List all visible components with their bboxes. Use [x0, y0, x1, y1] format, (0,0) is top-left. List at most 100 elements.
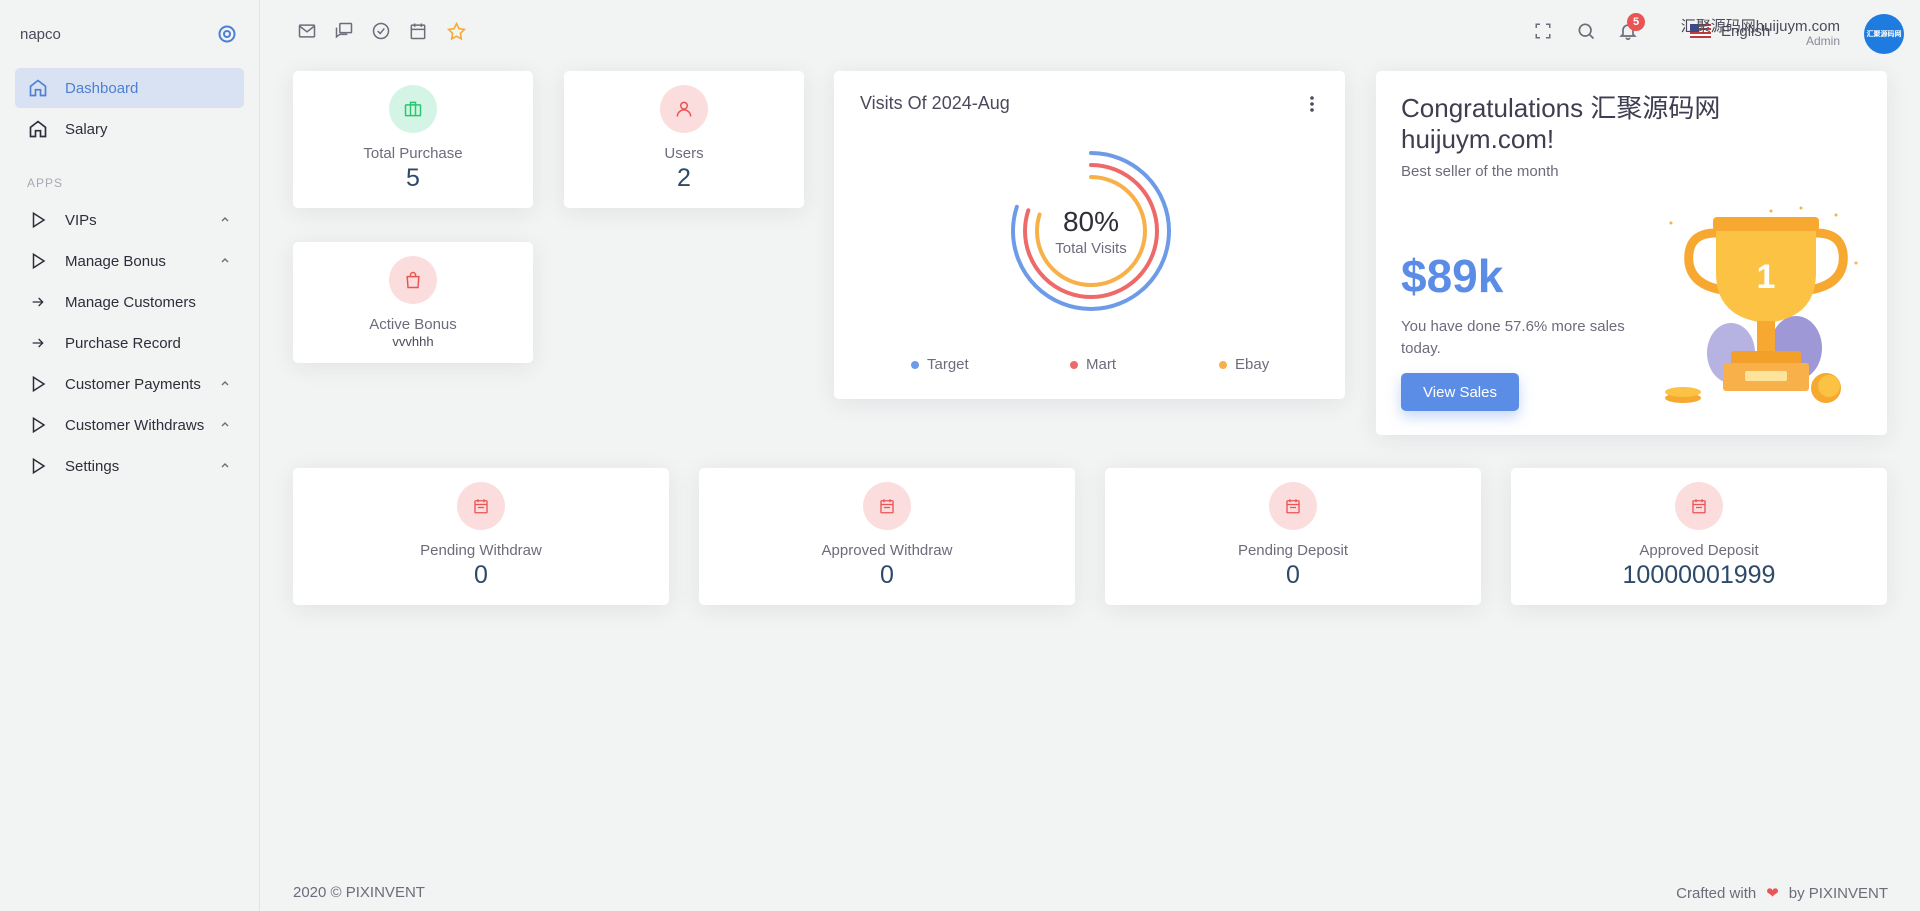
sidebar-item-label: Customer Withdraws: [65, 416, 205, 434]
play-icon: [27, 209, 49, 231]
fullscreen-icon[interactable]: [1532, 20, 1554, 42]
brand-name[interactable]: napco: [20, 26, 61, 43]
legend-dot: [911, 360, 919, 369]
stat-title: Pending Withdraw: [420, 542, 542, 559]
calendar-icon: [1675, 482, 1723, 530]
stat-title: Active Bonus: [369, 316, 457, 333]
sidebar: napco Dashboard Salary APPS VIPs Manage …: [0, 0, 260, 911]
check-circle-icon[interactable]: [370, 20, 392, 42]
sidebar-item-label: Salary: [65, 120, 108, 138]
sales-amount: $89k: [1401, 250, 1504, 302]
congrats-text: You have done 57.6% more sales today.: [1401, 318, 1625, 357]
legend-dot: [1219, 360, 1227, 369]
pending-deposit-card: Pending Deposit 0: [1105, 468, 1481, 605]
visits-radial-chart: 80% Total Visits: [1006, 146, 1176, 316]
us-flag-icon: [1690, 24, 1711, 38]
chevron-up-icon: [221, 217, 229, 222]
view-sales-button[interactable]: View Sales: [1401, 373, 1519, 411]
footer-credit-prefix: Crafted with: [1676, 884, 1757, 902]
user-role: Admin: [1805, 34, 1840, 48]
sidebar-item-label: Customer Payments: [65, 375, 201, 393]
legend-label: Ebay: [1235, 356, 1270, 373]
briefcase-icon: [389, 85, 437, 133]
user-name[interactable]: 汇聚源码网huijuym.com: [1680, 18, 1840, 35]
stat-title: Users: [664, 145, 704, 162]
sidebar-item-manage-customers[interactable]: Manage Customers: [15, 282, 244, 322]
star-icon[interactable]: [445, 20, 467, 42]
stat-value: vvvhhh: [392, 334, 434, 349]
sidebar-item-salary[interactable]: Salary: [15, 109, 244, 149]
congrats-subtitle: Best seller of the month: [1401, 163, 1559, 180]
legend-label: Target: [927, 356, 969, 373]
sidebar-item-dashboard[interactable]: Dashboard: [15, 68, 244, 108]
sidebar-item-label: Dashboard: [65, 79, 139, 97]
sidebar-item-settings[interactable]: Settings: [15, 446, 244, 486]
notification-badge: 5: [1627, 13, 1645, 31]
user-icon: [660, 85, 708, 133]
play-icon: [27, 455, 49, 477]
collapse-toggle-icon[interactable]: [217, 24, 237, 44]
legend-label: Mart: [1086, 356, 1116, 373]
arrow-right-icon: [27, 291, 49, 313]
sidebar-item-label: VIPs: [65, 211, 97, 229]
stat-value: 2: [677, 164, 691, 192]
more-vertical-icon[interactable]: [1309, 95, 1315, 113]
calendar-icon: [863, 482, 911, 530]
legend-mart: Mart: [1070, 356, 1116, 373]
footer-credit-suffix: by PIXINVENT: [1788, 884, 1888, 902]
language-selector[interactable]: English: [1690, 20, 1770, 42]
stat-title: Total Purchase: [363, 145, 463, 162]
footer-copyright: 2020 © PIXINVENT: [293, 884, 425, 901]
calendar-icon: [1269, 482, 1317, 530]
heart-icon: ❤: [1766, 885, 1779, 902]
mail-icon[interactable]: [296, 20, 318, 42]
chevron-up-icon: [221, 463, 229, 468]
sidebar-item-label: Manage Customers: [65, 293, 196, 311]
play-icon: [27, 373, 49, 395]
target-ring: [1011, 151, 1171, 311]
visits-label: Total Visits: [1055, 240, 1127, 257]
stat-title: Approved Withdraw: [821, 542, 953, 559]
stat-title: Pending Deposit: [1237, 542, 1349, 559]
legend-ebay: Ebay: [1219, 356, 1269, 373]
visits-title: Visits Of 2024-Aug: [860, 93, 1010, 113]
sidebar-item-vips[interactable]: VIPs: [15, 200, 244, 240]
calendar-icon[interactable]: [407, 20, 429, 42]
users-card: Users 2: [564, 71, 804, 208]
chevron-up-icon: [221, 258, 229, 263]
sidebar-item-purchase-record[interactable]: Purchase Record: [15, 323, 244, 363]
section-label-apps: APPS: [27, 176, 64, 190]
play-icon: [27, 250, 49, 272]
svg-text:1: 1: [1757, 258, 1776, 296]
sidebar-item-customer-payments[interactable]: Customer Payments: [15, 364, 244, 404]
sidebar-item-customer-withdraws[interactable]: Customer Withdraws: [15, 405, 244, 445]
shopping-bag-icon: [389, 256, 437, 304]
stat-title: Approved Deposit: [1639, 542, 1759, 559]
chevron-up-icon: [221, 422, 229, 427]
active-bonus-card: Active Bonus vvvhhh: [293, 242, 533, 363]
search-icon[interactable]: [1575, 20, 1597, 42]
ebay-ring: [1035, 175, 1147, 287]
sidebar-item-label: Settings: [65, 457, 120, 475]
calendar-icon: [457, 482, 505, 530]
chevron-up-icon: [221, 381, 229, 386]
legend-dot: [1070, 360, 1078, 369]
avatar[interactable]: 汇聚源码网: [1864, 14, 1904, 54]
language-label: English: [1721, 22, 1771, 40]
approved-withdraw-card: Approved Withdraw 0: [699, 468, 1075, 605]
chat-icon[interactable]: [333, 20, 355, 42]
visits-card: Visits Of 2024-Aug 80% Total Visits Targ…: [834, 71, 1345, 399]
pending-withdraw-card: Pending Withdraw 0: [293, 468, 669, 605]
visits-percentage: 80%: [1062, 206, 1120, 237]
stat-value: 0: [880, 561, 894, 589]
home-icon: [27, 77, 49, 99]
sidebar-item-label: Purchase Record: [65, 334, 181, 352]
topbar: English 5 汇聚源码网huijuym.com Admin 汇聚源码网: [261, 0, 1920, 64]
sidebar-item-manage-bonus[interactable]: Manage Bonus: [15, 241, 244, 281]
legend-target: Target: [911, 356, 969, 373]
stat-value: 5: [406, 164, 420, 192]
trophy-illustration: 1: [1665, 206, 1858, 403]
stat-value: 0: [1286, 561, 1300, 589]
total-purchase-card: Total Purchase 5: [293, 71, 533, 208]
home-icon: [27, 118, 49, 140]
